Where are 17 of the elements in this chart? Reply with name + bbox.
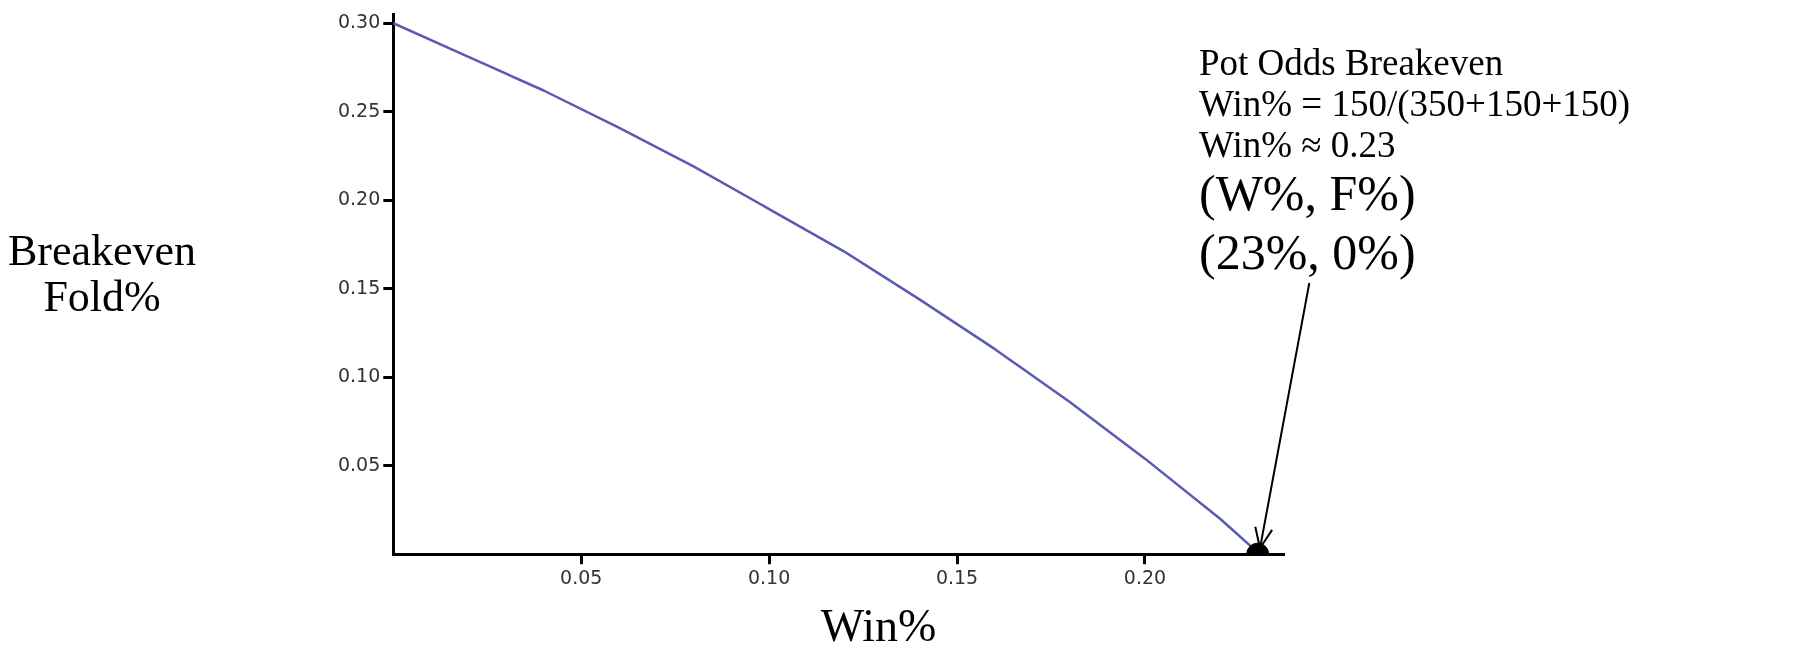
- x-tick-label: 0.05: [560, 565, 603, 588]
- y-tick-label: 0.20: [337, 187, 381, 210]
- y-axis-title: Breakeven Fold%: [8, 225, 197, 321]
- x-tick-label: 0.15: [935, 565, 979, 588]
- y-tick-label: 0.10: [337, 364, 381, 387]
- x-tick-label: 0.20: [1123, 565, 1167, 588]
- y-tick-label: 0.15: [337, 275, 381, 298]
- y-tick-label: 0.05: [337, 452, 381, 475]
- annotation: Win% = 150/(350+150+150): [1199, 83, 1631, 124]
- annotation: Win% ≈ 0.23: [1199, 124, 1396, 165]
- annotation: (W%, F%): [1199, 165, 1416, 221]
- annotation: (23%, 0%): [1199, 224, 1416, 280]
- annotation: Pot Odds Breakeven: [1199, 42, 1504, 83]
- y-tick-label: 0.30: [337, 10, 381, 33]
- y-tick-label: 0.25: [337, 98, 381, 121]
- x-axis-title: Win%: [820, 600, 937, 651]
- x-tick-label: 0.10: [747, 565, 791, 588]
